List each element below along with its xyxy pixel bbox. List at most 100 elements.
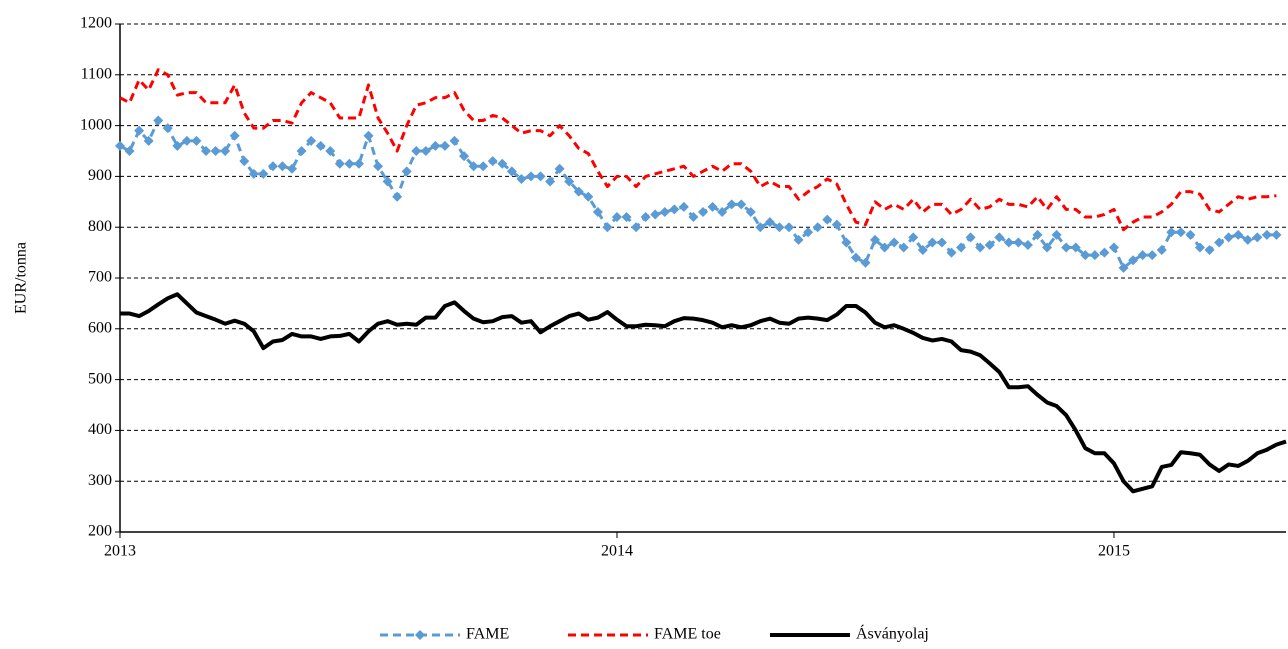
y-tick-label: 300 bbox=[88, 472, 112, 489]
point bbox=[487, 156, 498, 167]
y-tick-label: 700 bbox=[88, 269, 112, 286]
point bbox=[812, 222, 823, 233]
point bbox=[382, 176, 393, 187]
point bbox=[831, 219, 842, 230]
point bbox=[506, 166, 517, 177]
point bbox=[229, 130, 240, 141]
point bbox=[344, 158, 355, 169]
point bbox=[1166, 227, 1177, 238]
point bbox=[353, 158, 364, 169]
point bbox=[688, 212, 699, 223]
point bbox=[1175, 227, 1186, 238]
point bbox=[411, 146, 422, 156]
point bbox=[994, 232, 1005, 243]
point bbox=[841, 237, 852, 248]
point bbox=[497, 158, 508, 169]
point bbox=[707, 201, 718, 212]
point bbox=[946, 247, 957, 258]
point bbox=[545, 176, 556, 187]
series-line bbox=[120, 292, 1287, 494]
point bbox=[1137, 250, 1148, 261]
point bbox=[592, 206, 603, 217]
point bbox=[1080, 250, 1091, 261]
point bbox=[134, 125, 145, 136]
point bbox=[1214, 237, 1225, 248]
point bbox=[430, 140, 441, 151]
point bbox=[860, 257, 871, 268]
point bbox=[1156, 245, 1167, 256]
y-tick-label: 1200 bbox=[80, 15, 112, 32]
point bbox=[1252, 232, 1263, 243]
y-tick-label: 500 bbox=[88, 370, 112, 387]
point bbox=[143, 135, 154, 146]
point bbox=[1013, 237, 1024, 248]
point bbox=[669, 204, 680, 215]
point bbox=[554, 163, 565, 174]
point bbox=[420, 146, 431, 156]
point bbox=[1042, 242, 1053, 253]
point bbox=[239, 156, 250, 167]
point bbox=[1061, 242, 1072, 253]
y-tick-label: 800 bbox=[88, 218, 112, 235]
point bbox=[468, 161, 479, 172]
point bbox=[162, 123, 173, 134]
y-tick-label: 400 bbox=[88, 421, 112, 438]
point bbox=[698, 206, 708, 217]
legend-label: Ásványolaj bbox=[856, 624, 929, 643]
point bbox=[1099, 247, 1110, 258]
point bbox=[373, 161, 384, 172]
point bbox=[870, 234, 881, 245]
point bbox=[602, 222, 613, 233]
point bbox=[1204, 245, 1215, 256]
point bbox=[1051, 229, 1062, 240]
point bbox=[258, 168, 269, 179]
point bbox=[1070, 242, 1081, 253]
point bbox=[115, 140, 125, 151]
point bbox=[459, 151, 470, 162]
point bbox=[726, 199, 737, 210]
point bbox=[516, 173, 527, 184]
legend-marker bbox=[415, 630, 425, 640]
point bbox=[210, 146, 221, 156]
point bbox=[927, 237, 938, 248]
point bbox=[181, 135, 192, 146]
point bbox=[736, 199, 747, 210]
series-line bbox=[119, 119, 1277, 270]
point bbox=[640, 212, 651, 223]
point bbox=[631, 222, 642, 233]
point bbox=[1003, 237, 1014, 248]
point bbox=[172, 140, 183, 151]
point bbox=[392, 191, 403, 202]
point bbox=[401, 166, 412, 177]
point bbox=[191, 135, 202, 146]
point bbox=[220, 146, 231, 156]
point bbox=[1089, 250, 1100, 261]
point bbox=[363, 130, 374, 141]
point bbox=[124, 146, 135, 156]
point bbox=[975, 242, 986, 253]
point bbox=[1128, 255, 1139, 266]
point bbox=[984, 239, 995, 250]
point bbox=[478, 161, 489, 172]
series-line bbox=[119, 68, 1277, 232]
point bbox=[784, 222, 795, 233]
point bbox=[1118, 262, 1129, 273]
point bbox=[325, 146, 336, 156]
point bbox=[745, 206, 756, 217]
point bbox=[965, 232, 976, 243]
point bbox=[1185, 229, 1196, 240]
x-tick-label: 2013 bbox=[104, 543, 136, 560]
x-tick-label: 2015 bbox=[1098, 543, 1130, 560]
point bbox=[764, 217, 775, 228]
x-tick-label: 2014 bbox=[601, 543, 633, 560]
point bbox=[621, 212, 632, 223]
point bbox=[879, 242, 890, 253]
point bbox=[287, 163, 298, 174]
legend-label: FAME bbox=[466, 626, 509, 643]
point bbox=[248, 168, 259, 179]
point bbox=[650, 209, 661, 220]
point bbox=[525, 171, 536, 182]
point bbox=[201, 146, 212, 156]
point bbox=[1233, 229, 1244, 240]
